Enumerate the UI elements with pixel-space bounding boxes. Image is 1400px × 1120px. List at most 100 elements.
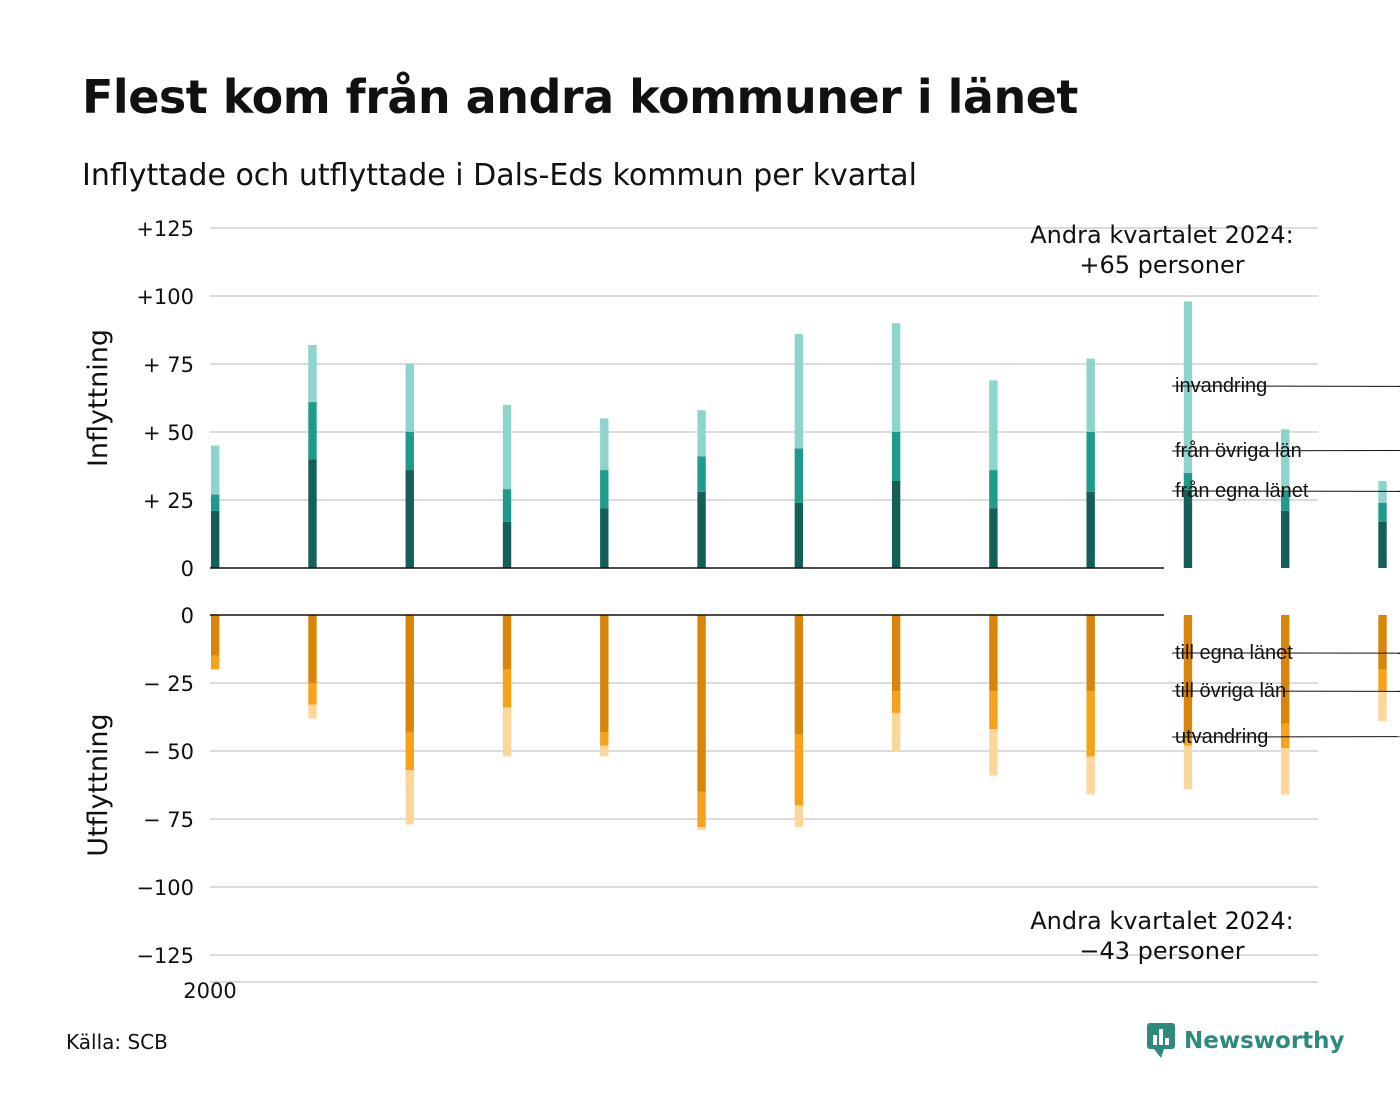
bar-out-own-county [1183,615,1193,738]
page-title: Flest kom från andra kommuner i länet [82,70,1078,124]
newsworthy-logo-icon [1147,1023,1175,1058]
bar-out-emigration [989,729,998,776]
bar-out-emigration [1281,748,1290,795]
bar-in-other-counties [600,470,609,509]
bar-in-other-counties [1086,432,1095,492]
bar-out-emigration [502,707,512,757]
bar-out-own-county [600,615,609,732]
bar-in-other-counties [697,456,706,492]
bar-out-other-counties [891,691,901,713]
bar-in-other-counties [989,470,998,509]
bar-out-own-county [405,615,414,732]
bar-out-emigration [1183,745,1193,790]
bar-out-other-counties [600,731,609,746]
y-tick-label: 0 [181,557,194,581]
bar-out-other-counties [308,683,317,705]
bar-in-own-county [1183,491,1193,568]
y-tick-label: +125 [136,217,194,241]
newsworthy-logo: Newsworthy [1146,1022,1345,1060]
bar-in-immigration [794,334,804,449]
series-label: till egna länet [1175,642,1293,664]
bar-in-immigration [891,323,901,432]
bar-out-emigration [794,805,804,828]
bar-in-own-county [1086,491,1095,568]
y-tick-label: − 50 [143,740,194,764]
axes: 0 + 25 + 50 + 75 +100 +125 Inflyttning 0 − 25 − 5… [83,217,1318,1003]
bars [211,301,1387,830]
y-axis-title: Inflyttning [83,329,114,467]
y-tick-label: −100 [136,876,194,900]
bar-in-immigration [1086,358,1095,432]
bar-out-emigration [1086,756,1095,795]
y-tick-label: −125 [136,944,194,968]
bar-out-own-county [697,615,706,792]
bar-out-other-counties [1378,669,1387,692]
bar-out-own-county [891,615,901,692]
bar-out-other-counties [1281,723,1290,749]
bar-out-own-county [211,615,220,656]
bar-out-own-county [1378,615,1387,670]
bar-out-emigration [697,827,706,830]
bar-in-immigration [600,418,609,471]
bar-out-emigration [891,712,901,751]
bar-in-own-county [697,491,706,568]
bar-in-own-county [405,470,414,568]
bar-out-emigration [1378,691,1387,722]
bar-in-other-counties [1378,502,1387,522]
series-label: utvandring [1175,726,1268,748]
bar-in-immigration [502,404,512,490]
bar-out-other-counties [697,791,706,828]
bar-out-emigration [600,745,609,757]
y-tick-label: +100 [136,285,194,309]
bar-out-own-county [794,615,804,735]
bar-in-other-counties [211,494,220,511]
series-label: till övriga län [1175,680,1286,702]
series-labels: från egna länet från övriga län invandring… [1171,375,1400,748]
bar-out-other-counties [1086,691,1095,757]
grid-lines [210,227,1318,956]
migration-chart: 0 + 25 + 50 + 75 +100 +125 Inflyttning 0 − 25 − 5… [83,217,1400,1003]
bar-out-own-county [1281,615,1290,724]
y-tick-label: 0 [181,604,194,628]
y-tick-label: + 75 [143,353,194,377]
bar-out-other-counties [502,669,512,708]
bar-in-own-county [502,521,512,568]
bar-out-emigration [405,770,414,825]
bar-in-own-county [600,508,609,568]
bar-out-other-counties [794,734,804,806]
bar-in-immigration [1183,301,1193,473]
series-label: invandring [1175,375,1267,397]
bar-out-own-county [502,615,512,670]
bar-out-other-counties [1183,737,1193,746]
page-subtitle: Inflyttade och utflyttade i Dals-Eds kom… [82,158,917,193]
bar-out-other-counties [211,655,220,670]
bar-in-immigration [989,380,998,471]
x-tick-label: 2000 [183,979,236,1003]
bar-in-own-county [308,459,317,568]
bar-out-other-counties [989,691,998,730]
bottom-annotation-line1: Andra kvartalet 2024: [1030,907,1294,935]
bar-in-own-county [989,508,998,568]
y-tick-label: − 75 [143,808,194,832]
bar-in-own-county [1378,521,1387,568]
bar-in-other-counties [308,402,317,460]
newsworthy-logo-text: Newsworthy [1184,1028,1345,1054]
bar-in-own-county [211,510,220,568]
bar-out-own-county [989,615,998,692]
y-tick-label: + 50 [143,421,194,445]
bar-in-immigration [211,445,220,495]
bottom-annotation-line2: −43 personer [1079,937,1244,965]
bar-in-other-counties [502,489,512,522]
y-tick-label: − 25 [143,672,194,696]
bar-in-other-counties [405,432,414,471]
bar-in-other-counties [1281,491,1290,511]
bar-in-own-county [1281,510,1290,568]
y-tick-label: + 25 [143,489,194,513]
bar-in-other-counties [891,432,901,481]
bar-in-immigration [405,364,414,432]
bar-out-own-county [1086,615,1095,692]
bar-in-own-county [891,480,901,568]
bar-out-other-counties [405,731,414,771]
series-label: från övriga län [1175,440,1302,462]
bar-in-immigration [1281,429,1290,492]
